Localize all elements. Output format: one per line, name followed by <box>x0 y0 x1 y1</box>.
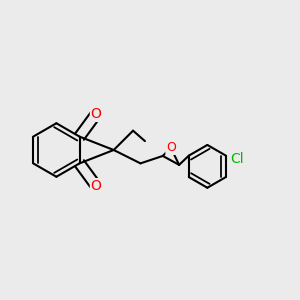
Text: Cl: Cl <box>230 152 244 166</box>
Text: O: O <box>166 141 176 154</box>
Text: O: O <box>91 107 101 121</box>
Text: O: O <box>91 179 101 193</box>
